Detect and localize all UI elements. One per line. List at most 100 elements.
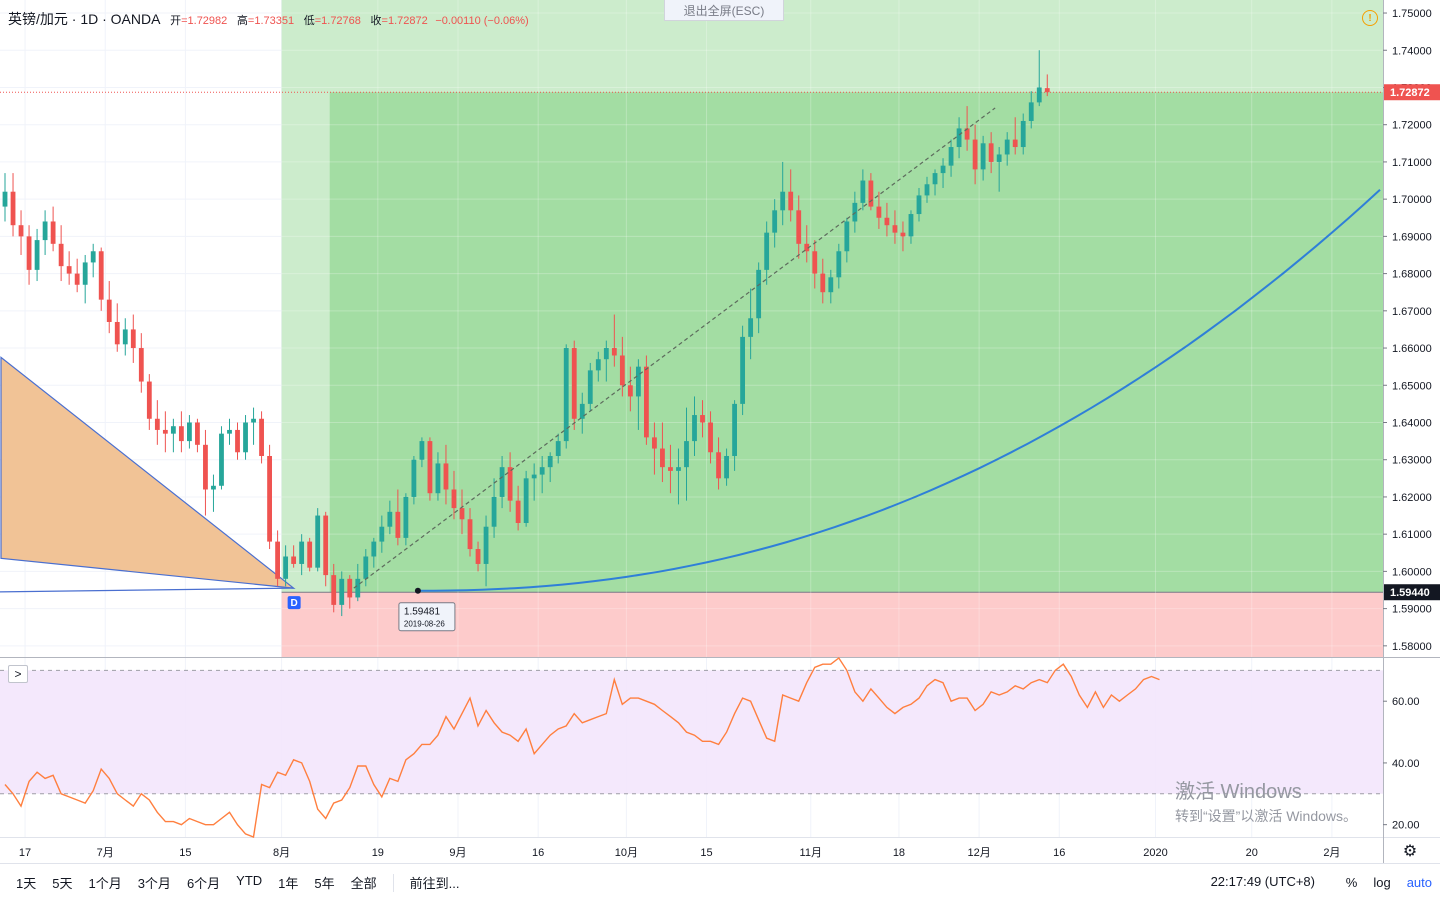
windows-activation-watermark: 激活 Windows 转到“设置”以激活 Windows。 <box>1175 775 1357 826</box>
price-axis-label: 1.63000 <box>1392 455 1432 467</box>
range-button[interactable]: 1年 <box>278 876 299 891</box>
candle-body <box>804 243 810 252</box>
candle-body <box>627 385 633 397</box>
candle-body <box>339 578 345 605</box>
percent-toggle[interactable]: % <box>1345 875 1358 890</box>
price-axis-label: 1.62000 <box>1392 492 1432 504</box>
rsi-collapse-toggle[interactable]: > <box>8 665 28 683</box>
legend-high-label: 高 <box>236 15 248 27</box>
candle-body <box>964 128 970 140</box>
price-tooltip-value: 1.59481 <box>404 607 441 618</box>
time-axis-label: 16 <box>532 847 544 859</box>
pattern-point-label: D <box>291 598 298 609</box>
candle-body <box>980 143 986 170</box>
time-axis-label: 11月 <box>800 847 822 859</box>
candle-body <box>82 262 88 285</box>
candle-body <box>652 437 657 449</box>
candle-body <box>18 225 24 237</box>
legend-symbol[interactable]: 英镑/加元 · 1D · OANDA <box>8 11 161 27</box>
time-axis-label: 7月 <box>97 847 114 859</box>
price-tooltip-box <box>398 602 456 632</box>
candle-body <box>692 415 697 442</box>
candle-body <box>587 370 593 404</box>
candle-body <box>331 575 337 605</box>
time-axis-label: 8月 <box>273 847 290 859</box>
candle-body <box>748 318 754 337</box>
candle-body <box>668 467 673 471</box>
goto-date-button[interactable]: 前往到... <box>409 876 460 891</box>
candle-body <box>579 403 585 419</box>
candle-body <box>106 299 112 322</box>
range-button[interactable]: 5年 <box>314 876 335 891</box>
exit-fullscreen-button[interactable]: 退出全屏(ESC) <box>664 0 784 21</box>
price-axis-label: 1.74000 <box>1392 45 1432 57</box>
alert-icon[interactable]: ! <box>1362 10 1378 26</box>
range-button[interactable]: 全部 <box>350 876 377 891</box>
range-button[interactable]: 1天 <box>16 876 37 891</box>
range-button[interactable]: 6个月 <box>186 876 221 891</box>
price-axis-label: 1.65000 <box>1392 380 1432 392</box>
legend-close-label: 收 <box>370 15 382 27</box>
candle-body <box>611 348 617 356</box>
bottom-toolbar: 1天 5天 1个月 3个月 6个月 YTD 1年 5年 全部 前往到... 22:17:49 (… <box>0 863 1440 901</box>
candle-body <box>379 526 385 542</box>
candle-body <box>523 478 529 523</box>
time-axis-label: 17 <box>19 847 31 859</box>
last-price-badge-bg <box>1384 84 1440 101</box>
range-button[interactable]: 5天 <box>52 876 73 891</box>
candle-body <box>708 422 713 453</box>
price-axis-label: 1.69000 <box>1392 231 1432 243</box>
candle-body <box>219 433 224 486</box>
candle-body <box>531 474 537 479</box>
candle-body <box>419 441 425 460</box>
candle-body <box>1028 102 1034 121</box>
candle-body <box>347 578 353 598</box>
auto-toggle[interactable]: auto <box>1406 875 1432 890</box>
time-axis-label: 20 <box>1246 847 1258 859</box>
rsi-axis-label: 40.00 <box>1392 758 1420 770</box>
range-button[interactable]: YTD <box>236 873 263 888</box>
price-axis-label: 1.60000 <box>1392 566 1432 578</box>
candle-body <box>227 429 232 434</box>
rsi-line <box>4 656 1160 838</box>
range-list: 1天 5天 1个月 3个月 6个月 YTD 1年 5年 全部 <box>8 873 385 892</box>
chart-svg[interactable]: 1.594812019-08-26D1.750001.740001.730001… <box>0 0 1440 863</box>
candle-body <box>852 202 858 222</box>
time-axis-label: 16 <box>1053 847 1065 859</box>
clock[interactable]: 22:17:49 (UTC+8) <box>1210 874 1315 889</box>
candle-body <box>267 455 272 542</box>
price-axis-label: 1.70000 <box>1392 194 1432 206</box>
candle-body <box>619 355 625 386</box>
projection-curve <box>417 189 1381 592</box>
legend-open-label: 开 <box>170 15 182 27</box>
candle-body <box>138 348 144 382</box>
settings-gear-icon[interactable]: ⚙ <box>1402 843 1418 860</box>
candle-body <box>892 225 898 233</box>
triangle-base-line <box>0 587 294 593</box>
candle-body <box>146 381 152 419</box>
candle-body <box>411 459 417 497</box>
range-button[interactable]: 3个月 <box>137 876 171 891</box>
price-axis-label: 1.67000 <box>1392 306 1432 318</box>
legend-open: =1.72982 <box>181 15 228 27</box>
log-toggle[interactable]: log <box>1373 875 1391 890</box>
range-button[interactable]: 1个月 <box>88 876 122 891</box>
candle-body <box>547 455 553 468</box>
candle-body <box>924 184 930 196</box>
candle-body <box>26 236 32 270</box>
legend-low: =1.72768 <box>314 15 361 27</box>
time-axis-label: 15 <box>700 847 712 859</box>
candle-body <box>916 195 922 215</box>
candle-body <box>563 348 569 442</box>
candle-body <box>251 418 256 423</box>
rsi-axis-label: 20.00 <box>1392 820 1420 832</box>
pattern-point-marker <box>287 596 301 610</box>
trend-line <box>353 107 996 589</box>
candle-body <box>1012 139 1018 148</box>
candle-body <box>403 496 409 538</box>
price-tooltip-date: 2019-08-26 <box>404 620 445 629</box>
candle-body <box>178 426 184 442</box>
legend-close: =1.72872 <box>381 15 428 27</box>
candle-body <box>772 210 778 233</box>
